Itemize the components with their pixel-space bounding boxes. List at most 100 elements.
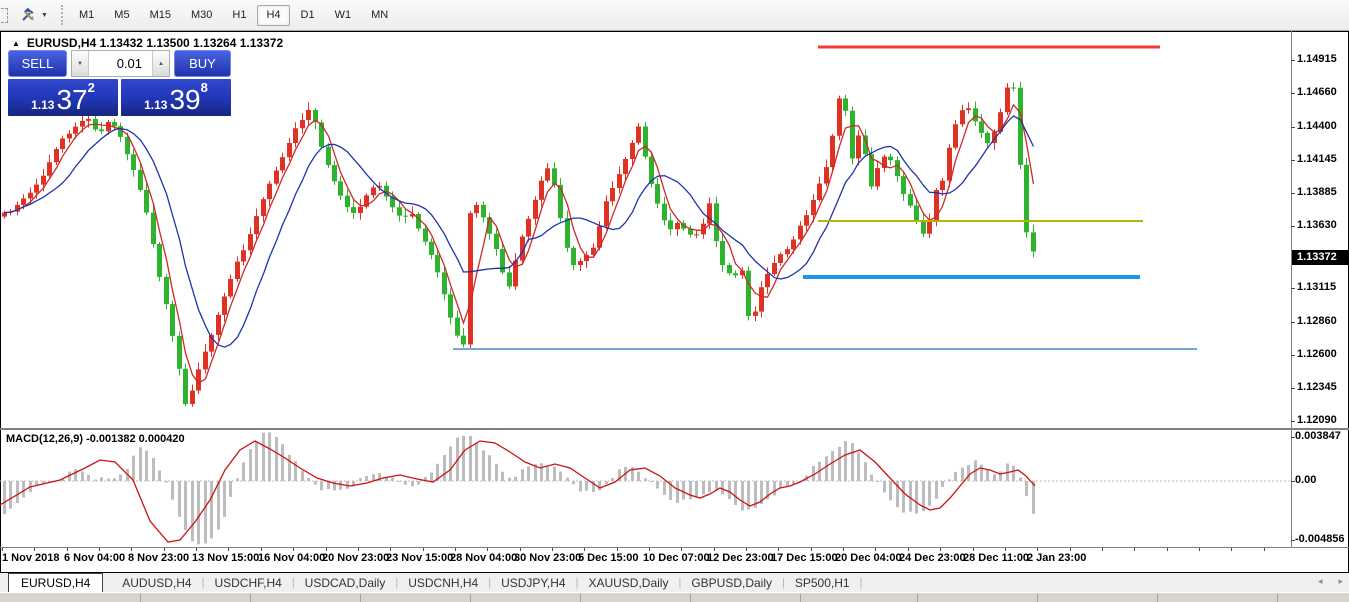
chart-tab-usdcad-daily[interactable]: USDCAD,Daily: [304, 575, 386, 590]
buy-button[interactable]: BUY: [174, 50, 231, 77]
time-axis-label[interactable]: 28 Nov 04:00: [450, 552, 518, 564]
chart-tab-usdchf-h4[interactable]: USDCHF,H4: [214, 575, 282, 590]
selection-tool-icon[interactable]: [0, 8, 8, 23]
sell-price-sup: 2: [87, 80, 95, 95]
time-axis-tick: [487, 548, 488, 551]
price-axis-tick: [1291, 322, 1295, 323]
chart-tab-sp500-h1[interactable]: SP500,H1: [794, 575, 850, 590]
chart-tab-gbpusd-daily[interactable]: GBPUSD,Daily: [691, 575, 772, 590]
time-axis-tick: [261, 548, 262, 551]
chart-tab-eurusd-h4[interactable]: EURUSD,H4: [8, 572, 104, 593]
price-axis-label: 1.14915: [1297, 53, 1337, 65]
chevron-down-icon[interactable]: ▼: [41, 11, 48, 19]
time-axis-label[interactable]: 5 Dec 15:00: [578, 552, 639, 564]
collapse-marker-icon[interactable]: ▲: [12, 38, 20, 48]
tab-navigation: ◂ ▸: [1318, 576, 1343, 587]
timeframe-button-w1[interactable]: W1: [334, 8, 352, 21]
caret-down-icon: ▼: [77, 60, 83, 67]
macd-chart[interactable]: [0, 430, 1291, 547]
time-axis-label[interactable]: 30 Nov 23:00: [514, 552, 582, 564]
time-axis-label[interactable]: 20 Nov 23:00: [322, 552, 390, 564]
price-axis-label: 1.14660: [1297, 86, 1337, 98]
time-axis-label[interactable]: 23 Nov 15:00: [386, 552, 454, 564]
timeframe-button-m30[interactable]: M30: [190, 8, 213, 21]
chart-window: ▲ EURUSD,H4 1.13432 1.13500 1.13264 1.13…: [0, 31, 1349, 572]
status-strip-separator: [917, 594, 918, 602]
time-axis-label[interactable]: 12 Dec 23:00: [707, 552, 774, 564]
macd-axis-tick: [1291, 540, 1295, 541]
macd-axis-label: 0.003847: [1295, 430, 1341, 442]
time-axis-tick: [1005, 548, 1006, 551]
price-axis-tick: [1291, 421, 1295, 422]
price-axis-label: 1.13630: [1297, 219, 1337, 231]
toolbar-grip[interactable]: [61, 5, 63, 25]
time-axis-tick: [67, 548, 68, 551]
time-axis-tick: [843, 548, 844, 551]
time-axis-tick: [552, 548, 553, 551]
price-axis-tick: [1291, 193, 1295, 194]
symbol-ohlc-text: EURUSD,H4 1.13432 1.13500 1.13264 1.1337…: [26, 36, 284, 50]
price-axis-label: 1.12090: [1297, 414, 1337, 426]
time-axis-label[interactable]: 13 Nov 15:00: [192, 552, 260, 564]
time-axis-label[interactable]: 1 Nov 2018: [2, 552, 60, 564]
time-axis-tick: [746, 548, 747, 551]
timeframe-button-h1[interactable]: H1: [232, 8, 247, 21]
time-axis-tick: [1134, 548, 1135, 551]
price-chart[interactable]: [0, 31, 1291, 428]
timeframe-button-d1[interactable]: D1: [300, 8, 315, 21]
buy-price-quote[interactable]: 1.13 39 8: [121, 79, 231, 116]
chart-tab-usdjpy-h4[interactable]: USDJPY,H4: [501, 575, 566, 590]
tab-separator: |: [291, 576, 295, 589]
sell-price-prefix: 1.13: [31, 98, 55, 112]
one-click-trading-panel: SELL ▼ 0.01 ▲ BUY 1.13 37 2 1.13 39 8: [8, 50, 231, 116]
timeframe-button-m1[interactable]: M1: [79, 8, 95, 21]
chart-tab-xauusd-daily[interactable]: XAUUSD,Daily: [588, 575, 669, 590]
chart-tab-audusd-h4[interactable]: AUDUSD,H4: [122, 575, 192, 590]
volume-decrease-button[interactable]: ▼: [72, 51, 89, 76]
volume-control: ▼ 0.01 ▲: [71, 50, 170, 77]
sell-button[interactable]: SELL: [8, 50, 67, 77]
tab-separator: |: [859, 576, 863, 589]
status-strip-separator: [800, 594, 801, 602]
time-axis-tick: [649, 548, 650, 551]
timeframe-button-m15[interactable]: M15: [149, 8, 171, 21]
tab-scroll-right-icon[interactable]: ▸: [1338, 576, 1343, 586]
timeframe-button-h4[interactable]: H4: [257, 4, 290, 26]
sell-price-quote[interactable]: 1.13 37 2: [8, 79, 118, 116]
buy-price-big: 39: [169, 84, 201, 115]
time-axis-tick: [908, 548, 909, 551]
price-axis-tick: [1291, 288, 1295, 289]
time-axis-label[interactable]: 20 Dec 04:00: [835, 552, 902, 564]
time-axis-tick: [940, 548, 941, 551]
volume-increase-button[interactable]: ▲: [152, 51, 169, 76]
macd-panel-divider[interactable]: [0, 428, 1349, 430]
chart-tab-usdcnh-h4[interactable]: USDCNH,H4: [408, 575, 479, 590]
price-axis-tick: [1291, 226, 1295, 227]
time-axis-label[interactable]: 2 Jan 23:00: [1027, 552, 1087, 564]
time-axis-label[interactable]: 8 Nov 23:00: [128, 552, 190, 564]
time-axis-tick: [228, 548, 229, 551]
time-axis-label[interactable]: 17 Dec 15:00: [771, 552, 838, 564]
volume-input[interactable]: 0.01: [89, 51, 152, 76]
tab-scroll-left-icon[interactable]: ◂: [1317, 576, 1323, 586]
buy-price-sup: 8: [200, 80, 208, 95]
status-strip-separator: [250, 594, 251, 602]
time-axis-tick: [1102, 548, 1103, 551]
timeframe-button-m5[interactable]: M5: [114, 8, 130, 21]
time-axis-label[interactable]: 6 Nov 04:00: [64, 552, 126, 564]
time-axis-tick: [1199, 548, 1200, 551]
time-axis-tick: [1070, 548, 1071, 551]
status-strip-separator: [580, 594, 581, 602]
time-axis-label[interactable]: 16 Nov 04:00: [258, 552, 326, 564]
time-axis-label[interactable]: 10 Dec 07:00: [643, 552, 710, 564]
price-axis-label: 1.13885: [1297, 186, 1337, 198]
macd-axis-tick: [1291, 481, 1295, 482]
timeframe-button-mn[interactable]: MN: [371, 8, 389, 21]
time-axis-tick: [875, 548, 876, 551]
tab-separator: |: [782, 576, 785, 589]
time-axis-label[interactable]: 28 Dec 11:00: [963, 552, 1030, 564]
macd-axis-tick: [1291, 437, 1295, 438]
arrows-tool-icon[interactable]: [18, 6, 38, 24]
time-axis-label[interactable]: 24 Dec 23:00: [899, 552, 966, 564]
time-axis-tick: [584, 548, 585, 551]
